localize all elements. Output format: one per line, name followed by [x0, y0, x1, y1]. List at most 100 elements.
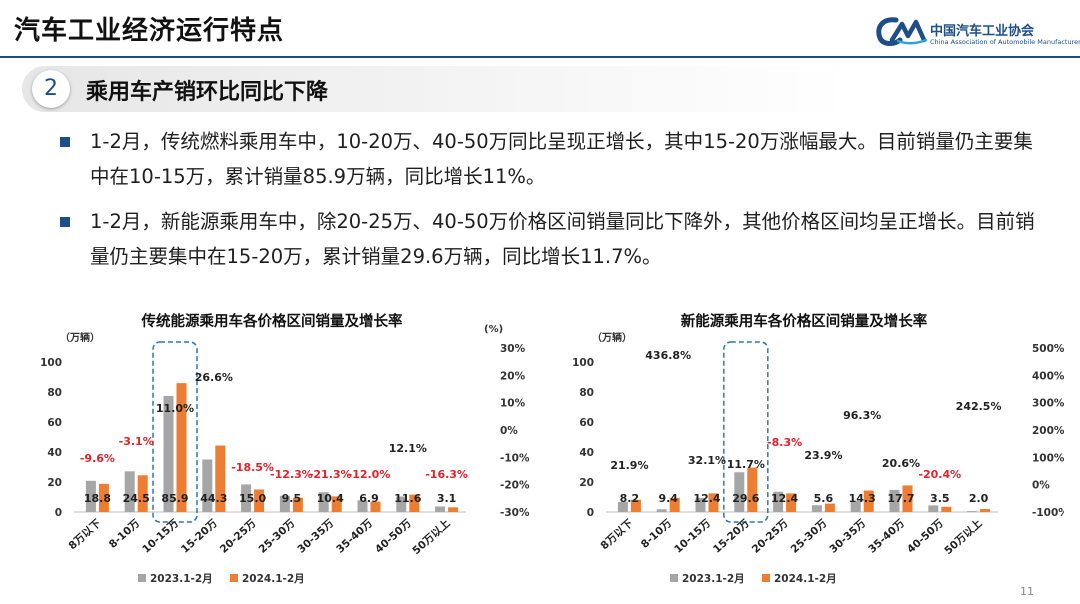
y2-tick-label: -10%	[500, 452, 530, 464]
logo-text-en: China Association of Automobile Manufact…	[930, 38, 1080, 46]
x-tick-label: 50万以上	[942, 516, 985, 557]
legend-swatch-2023	[138, 574, 146, 582]
growth-label: -3.1%	[119, 435, 154, 448]
x-tick-label: 15-20万	[711, 517, 752, 556]
y-axis-label: （万辆）	[60, 331, 100, 344]
bar-2024	[448, 507, 459, 512]
chart-title: 新能源乘用车各价格区间销量及增长率	[681, 312, 928, 330]
caam-logo: 中国汽车工业协会 China Association of Automobile…	[874, 14, 1080, 50]
y2-tick-label: 200%	[1032, 425, 1064, 437]
bar-2023	[279, 495, 290, 512]
bullet-text-2: 1-2月，新能源乘用车中，除20-25万、40-50万价格区间销量同比下降外，其…	[90, 210, 1035, 268]
x-tick-label: 30-35万	[827, 517, 868, 556]
bar-2024	[786, 493, 797, 512]
page-number: 11	[1020, 585, 1034, 598]
chart-traditional-energy: 传统能源乘用车各价格区间销量及增长率 （万辆） (%) 0 20 40 60 80 100 -30…	[16, 300, 532, 604]
logo-text-cn: 中国汽车工业协会	[930, 24, 1035, 39]
x-tick-label: 25-30万	[257, 517, 298, 556]
caam-logo-icon	[876, 17, 928, 46]
highlight-box	[152, 341, 198, 523]
value-label: 10.4	[317, 492, 344, 505]
value-label: 15.0	[239, 492, 266, 505]
section-number: 2	[32, 70, 70, 108]
chart-title: 传统能源乘用车各价格区间销量及增长率	[141, 312, 403, 330]
x-tick-label: 40-50万	[373, 517, 414, 556]
y-tick-label: 60	[579, 417, 594, 429]
value-label: 2.0	[969, 492, 989, 505]
chart-svg: 新能源乘用车各价格区间销量及增长率 （万辆） 0 20 40 60 80 100 -100% 0%…	[572, 312, 1069, 585]
value-label: 24.5	[123, 492, 150, 505]
bullet-square-icon	[60, 137, 70, 147]
bullet-square-icon	[60, 217, 70, 227]
x-tick-label: 25-30万	[789, 517, 830, 556]
y2-tick-label: 0%	[1032, 480, 1050, 492]
bar-2023	[811, 505, 822, 512]
bar-2023	[967, 511, 978, 512]
y2-axis-label: (%)	[484, 324, 503, 335]
bar-2023	[695, 497, 706, 512]
legend-label-2023: 2023.1-2月	[682, 573, 745, 585]
growth-label: 12.1%	[389, 442, 427, 455]
legend-label-2024: 2024.1-2月	[242, 573, 305, 585]
bar-2024	[747, 467, 758, 512]
value-label: 12.4	[693, 492, 720, 505]
value-label: 18.8	[84, 492, 111, 505]
bar-2023	[435, 506, 446, 512]
growth-label: -8.3%	[767, 436, 802, 449]
legend-swatch-2024	[230, 574, 238, 582]
growth-label: 11.7%	[727, 458, 765, 471]
growth-label: 23.9%	[804, 449, 842, 462]
x-tick-label: 8-10万	[107, 517, 143, 551]
value-label: 9.4	[658, 492, 678, 505]
y2-tick-label: 300%	[1032, 398, 1064, 410]
bar-2023	[85, 480, 96, 512]
growth-label: 20.6%	[882, 457, 920, 470]
bar-2024	[98, 483, 109, 512]
y2-tick-label: 400%	[1032, 370, 1064, 382]
growth-label: -16.3%	[425, 468, 468, 481]
growth-label: 436.8%	[645, 349, 691, 362]
x-tick-label: 8-10万	[639, 517, 675, 551]
chart-new-energy: 新能源乘用车各价格区间销量及增长率 （万辆） 0 20 40 60 80 100 -100% 0%…	[548, 300, 1069, 604]
growth-label: 21.9%	[610, 459, 648, 472]
y2-tick-label: 30%	[500, 343, 526, 355]
x-tick-label: 15-20万	[179, 517, 220, 556]
y-tick-label: 40	[47, 447, 62, 459]
y-tick-label: 100	[572, 357, 594, 369]
bar-2023	[734, 472, 745, 512]
chart-svg: 传统能源乘用车各价格区间销量及增长率 （万辆） (%) 0 20 40 60 80 100 -30…	[40, 312, 530, 585]
y2-tick-label: -100%	[1032, 507, 1064, 519]
x-tick-label: 35-40万	[866, 517, 907, 556]
value-label: 5.6	[814, 492, 834, 505]
bar-2024	[409, 494, 420, 512]
x-tick-label: 20-25万	[750, 517, 791, 556]
value-label: 12.4	[771, 492, 798, 505]
value-label: 44.3	[200, 492, 227, 505]
x-tick-label: 8万以下	[67, 517, 104, 552]
y-tick-label: 40	[579, 447, 594, 459]
growth-label: 11.0%	[156, 402, 194, 415]
bar-2024	[941, 506, 952, 512]
bar-2023	[202, 459, 213, 512]
legend-label-2024: 2024.1-2月	[774, 573, 837, 585]
growth-label: -9.6%	[80, 452, 115, 465]
y-tick-label: 20	[579, 477, 594, 489]
header-divider	[0, 56, 1080, 58]
x-tick-label: 50万以上	[410, 516, 453, 557]
bar-2024	[137, 475, 148, 512]
y-tick-label: 80	[47, 387, 62, 399]
highlight-box	[723, 341, 769, 523]
bullet-text-1: 1-2月，传统燃料乘用车中，10-20万、40-50万同比呈现正增长，其中15-…	[90, 130, 1033, 188]
value-label: 85.9	[161, 492, 188, 505]
bar-2024	[863, 490, 874, 512]
bar-2023	[163, 395, 174, 512]
y-tick-label: 100	[40, 357, 62, 369]
value-label: 11.6	[394, 492, 421, 505]
legend-swatch-2024	[762, 574, 770, 582]
bar-2024	[708, 493, 719, 512]
bar-2023	[318, 492, 329, 512]
growth-label: 32.1%	[688, 454, 726, 467]
section-heading: 2 乘用车产销环比同比下降	[22, 66, 1058, 112]
value-label: 8.2	[620, 492, 640, 505]
bar-2023	[357, 500, 368, 512]
